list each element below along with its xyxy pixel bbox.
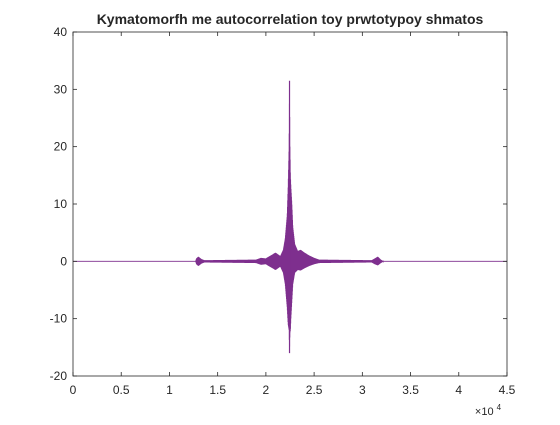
x-tick-label: 2 xyxy=(263,383,270,397)
y-tick-label: 40 xyxy=(54,25,68,39)
y-tick-label: 20 xyxy=(54,140,68,154)
y-tick-label: 0 xyxy=(60,254,67,268)
x-exponent-base: ×10 xyxy=(475,406,494,418)
x-tick-label: 2.5 xyxy=(306,383,323,397)
chart-title: Kymatomorfh me autocorrelation toy prwto… xyxy=(97,11,484,27)
x-tick-label: 3.5 xyxy=(402,383,419,397)
y-tick-label: -10 xyxy=(50,312,68,326)
x-exponent-label: ×10 4 xyxy=(475,403,502,418)
x-tick-label: 4 xyxy=(455,383,462,397)
x-tick-label: 0.5 xyxy=(113,383,130,397)
x-tick-label: 0 xyxy=(70,383,77,397)
plot-area xyxy=(73,32,507,376)
y-tick-label: -20 xyxy=(50,369,68,383)
x-tick-label: 1.5 xyxy=(209,383,226,397)
y-tick-label: 30 xyxy=(54,82,68,96)
y-tick-label: 10 xyxy=(54,197,68,211)
svg-text:×10 4: ×10 4 xyxy=(475,403,502,418)
axes: 0 0.5 1 1.5 2 2.5 3 3.5 4 4.5 -20 -10 0 10 20 30 40 xyxy=(50,25,516,397)
x-tick-label: 3 xyxy=(359,383,366,397)
x-exponent-power: 4 xyxy=(497,403,502,412)
x-tick-label: 1 xyxy=(166,383,173,397)
x-tick-label: 4.5 xyxy=(499,383,516,397)
